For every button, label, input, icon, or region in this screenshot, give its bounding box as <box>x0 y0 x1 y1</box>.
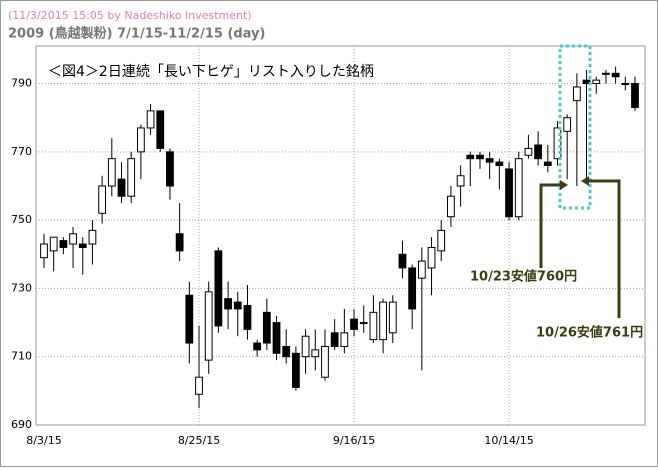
candle-body <box>534 144 543 160</box>
y-tick-label: 730 <box>11 281 32 294</box>
candle-body <box>262 311 271 344</box>
candle-body <box>272 322 281 354</box>
header: (11/3/2015 15:05 by Nadeshiko Investment… <box>8 9 252 22</box>
candle-body <box>233 301 242 310</box>
candle-body <box>40 243 48 259</box>
candle-body <box>59 240 68 248</box>
candle-body <box>553 127 562 160</box>
x-tick-label: 10/14/15 <box>484 434 533 447</box>
arrow-head <box>581 176 589 186</box>
candle-body <box>495 161 504 167</box>
candle-body <box>582 79 591 85</box>
subtitle: 2009 (鳥越製粉) 7/1/15-11/2/15 (day) <box>8 26 265 42</box>
candle-body <box>98 185 107 214</box>
candle-body <box>292 352 300 388</box>
candle-body <box>543 161 552 167</box>
candle-body <box>563 117 572 132</box>
candle-body <box>214 250 223 327</box>
candle-body <box>127 158 136 197</box>
candle-body <box>146 110 155 129</box>
candle-body <box>466 154 475 160</box>
annotation: 10/23安値760円 <box>470 269 577 285</box>
candle-body <box>301 335 310 358</box>
candle-body <box>166 151 174 187</box>
x-tick-label: 9/16/15 <box>333 434 375 447</box>
candle-body <box>408 267 417 310</box>
candle-body <box>88 229 97 245</box>
candle-body <box>321 345 329 378</box>
candle-body <box>476 154 484 160</box>
candle-body <box>253 342 262 351</box>
candle-body <box>359 322 368 325</box>
candle-body <box>330 332 339 347</box>
highlight-box <box>558 44 592 210</box>
candle-body <box>388 301 397 334</box>
candle-body <box>592 79 601 85</box>
candle-body <box>631 83 639 108</box>
y-tick-label: 710 <box>11 350 32 363</box>
candle-body <box>156 110 165 149</box>
candle-body <box>514 158 523 218</box>
candle-body <box>78 243 87 248</box>
candle-body <box>282 345 291 358</box>
candle-body <box>243 304 252 330</box>
y-tick-label: 750 <box>11 213 32 226</box>
candle-body <box>117 178 126 197</box>
chart-title: ＜図4＞2日連続「長い下ヒゲ」リスト入りした銘柄 <box>48 63 374 80</box>
candle-body <box>69 233 77 245</box>
candle-body <box>611 72 620 78</box>
candle-body <box>195 376 203 395</box>
candle-body <box>136 127 145 153</box>
candle-body <box>437 229 446 252</box>
arrow <box>588 179 621 318</box>
candle-body <box>447 195 455 218</box>
candle-body <box>311 349 320 358</box>
candle-body <box>417 260 426 279</box>
candle-body <box>505 168 513 218</box>
candle-body <box>398 253 407 269</box>
candle-body <box>456 175 465 187</box>
candle-body <box>107 158 116 187</box>
plot-area <box>35 45 646 426</box>
annotation: 10/26安値761円 <box>536 325 643 341</box>
y-tick-label: 690 <box>11 418 32 431</box>
candle-body <box>185 294 194 344</box>
candle-body <box>602 72 610 75</box>
x-tick-label: 8/25/15 <box>178 434 220 447</box>
arrow <box>539 183 562 268</box>
candle-body <box>369 311 378 341</box>
candle-body <box>224 298 232 310</box>
y-tick-label: 770 <box>11 145 32 158</box>
candle-body <box>340 332 349 347</box>
y-tick-label: 790 <box>11 77 32 90</box>
candle-body <box>350 318 358 330</box>
candle-body <box>572 86 581 102</box>
candle-body <box>379 301 387 341</box>
candle-body <box>49 236 58 252</box>
candle-body <box>427 246 436 269</box>
arrow-head <box>560 180 568 190</box>
candle-body <box>524 147 533 156</box>
candle-body <box>485 158 494 163</box>
candle-body <box>204 291 213 361</box>
candle-body <box>621 83 630 86</box>
x-tick-label: 8/3/15 <box>26 434 61 447</box>
candle-body <box>175 233 184 252</box>
